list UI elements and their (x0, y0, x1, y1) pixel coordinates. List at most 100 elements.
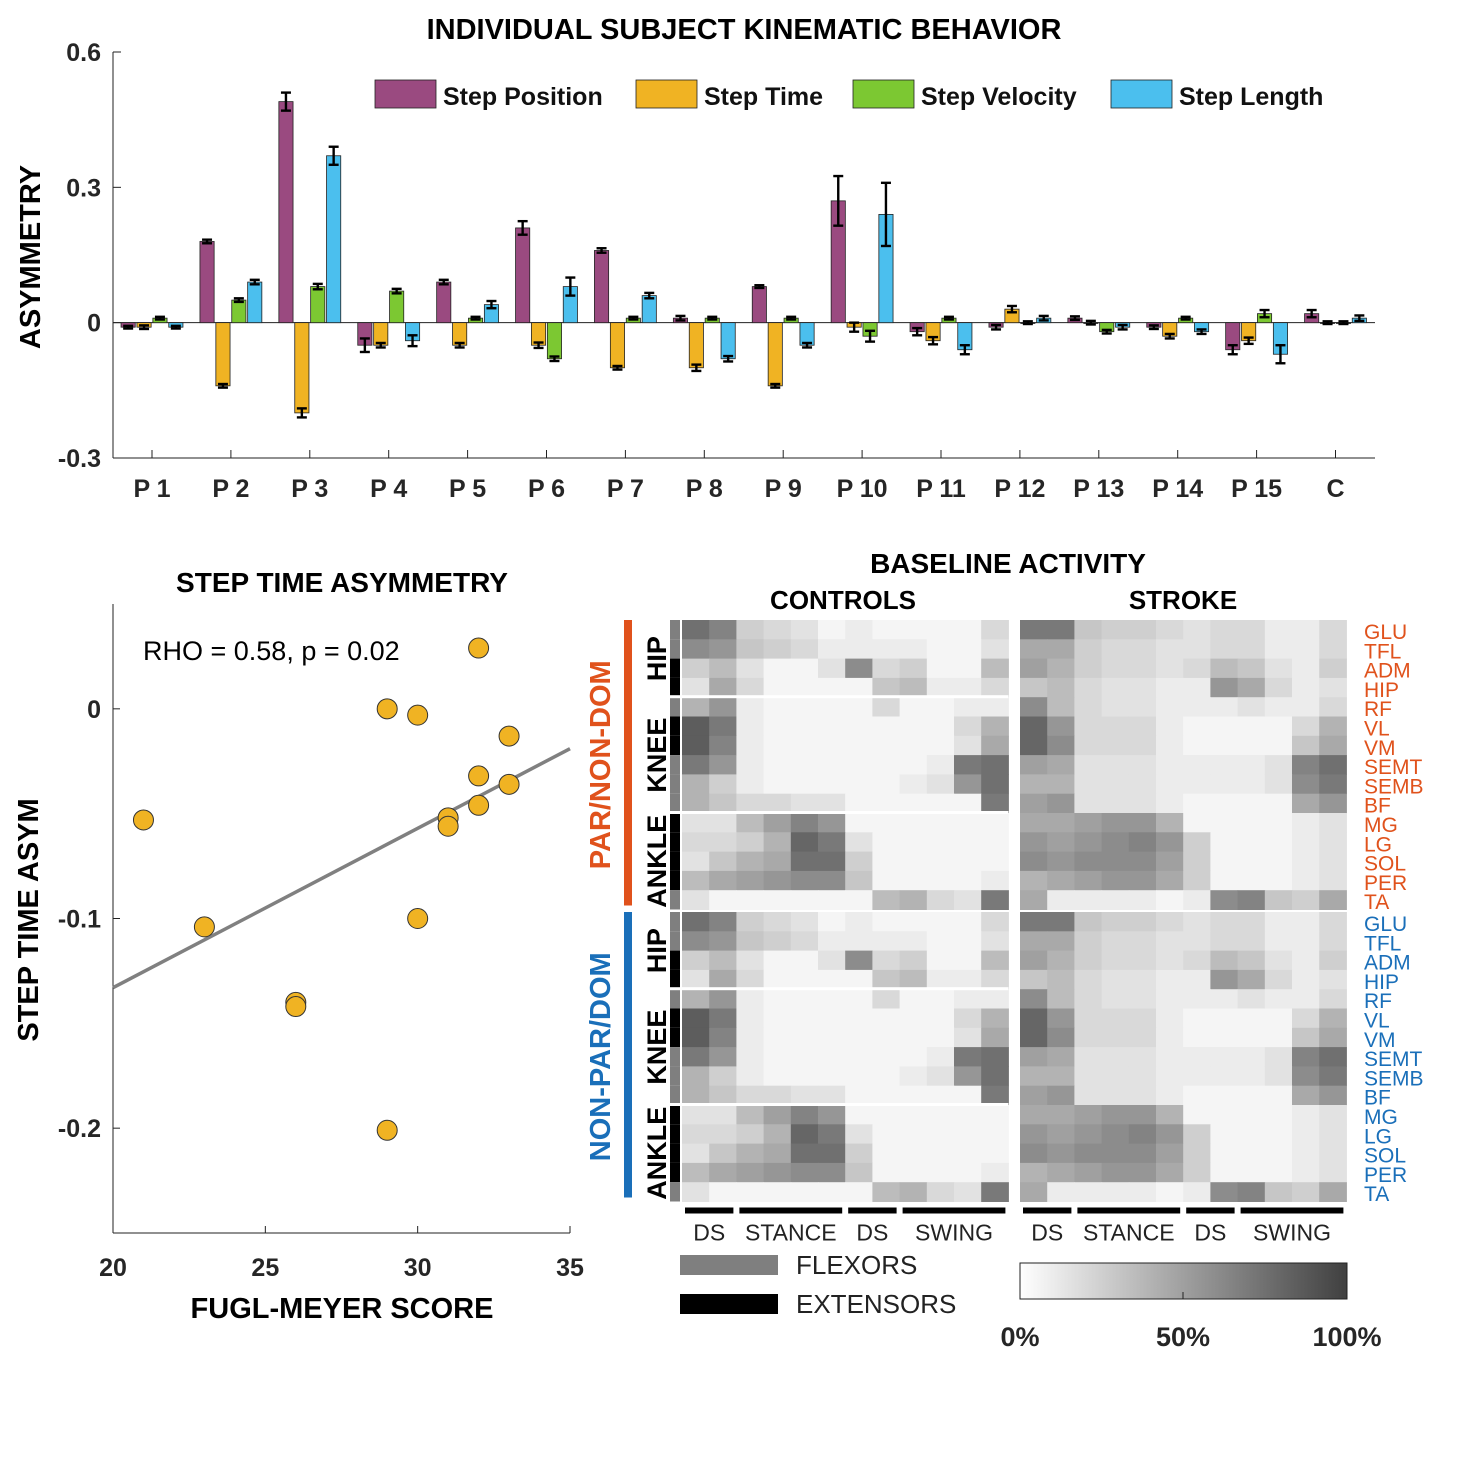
heatmap-cell (1264, 1066, 1293, 1087)
heatmap-cell (682, 735, 710, 756)
heatmap-cell (1319, 832, 1347, 853)
nonparetic-group-bar (624, 912, 632, 1198)
heatmap-cell (1074, 950, 1103, 971)
heatmap-cell (1156, 620, 1184, 640)
heatmap-cell (1292, 716, 1320, 737)
heatmap-cell (1128, 735, 1157, 756)
heatmap-cell (790, 1066, 819, 1087)
muscle-type-bar (670, 755, 680, 775)
heatmap-cell (709, 658, 737, 679)
heatmap-cell (1128, 1008, 1157, 1029)
heatmap-cell (1047, 1105, 1075, 1125)
heatmap-cell (981, 989, 1009, 1009)
heatmap-cell (926, 989, 955, 1009)
heatmap-cell (872, 969, 901, 990)
heatmap-cell (709, 890, 737, 910)
bar (609, 322, 625, 369)
heatmap-cell (1128, 1085, 1157, 1106)
heatmap-cell (1020, 931, 1048, 952)
heatmap-cell (1292, 1162, 1320, 1183)
legend-label: Step Velocity (921, 83, 1077, 111)
heatmap-cell (1074, 1047, 1103, 1067)
heatmap-cell (954, 1105, 982, 1125)
heatmap-cell (1101, 832, 1130, 853)
heatmap-cell (763, 620, 792, 640)
heatmap-cell (926, 1105, 955, 1125)
scatter-point (468, 765, 490, 787)
heatmap-cell (954, 890, 982, 910)
scatter-point (132, 809, 154, 831)
heatmap-cell (1264, 813, 1293, 833)
heatmap-cell (1128, 793, 1157, 814)
heatmap-cell (1074, 716, 1103, 737)
heatmap-cell (899, 658, 928, 679)
heatmap-cell (682, 697, 710, 717)
heatmap-cell (1183, 931, 1211, 952)
heatmap-cell (1074, 912, 1103, 932)
heatmap-cell (981, 1085, 1009, 1106)
heatmap-cell (1210, 1182, 1239, 1202)
heatmap-cell (1074, 677, 1103, 698)
heatmap-cell (1237, 1047, 1266, 1067)
muscle-type-bar (670, 1162, 680, 1183)
heatmap-cell (1074, 1162, 1103, 1183)
muscle-label: MG (1364, 814, 1398, 837)
heatmap-cell (736, 793, 765, 814)
heatmap-cell (954, 1027, 982, 1048)
heatmap-cell (1237, 735, 1266, 756)
phase-label: SWING (915, 1220, 993, 1246)
heatmap-cell (763, 1047, 792, 1067)
heatmap-cell (1020, 989, 1048, 1009)
heatmap-cell (790, 1143, 819, 1164)
heatmap-cell (981, 1105, 1009, 1125)
bar-chart: INDIVIDUAL SUBJECT KINEMATIC BEHAVIOR AS… (15, 14, 1375, 503)
heatmap-cell (1020, 793, 1048, 814)
heatmap-cell (1183, 890, 1211, 910)
heatmap-cell (1237, 890, 1266, 910)
heatmap-cell (709, 1105, 737, 1125)
muscle-type-bar (670, 931, 680, 951)
heatmap-cell (1264, 677, 1293, 698)
heatmap-cell (1210, 658, 1239, 679)
heatmap-cell (1183, 1162, 1211, 1183)
heatmap-cell (899, 1066, 928, 1087)
heatmap-cell (682, 870, 710, 891)
heatmap-cell (790, 870, 819, 891)
heatmap-cell (926, 1182, 955, 1202)
heatmap-cell (899, 716, 928, 737)
heatmap-cell (1319, 890, 1347, 910)
heatmap-cell (1264, 851, 1293, 872)
heatmap-cell (736, 1047, 765, 1067)
heatmap-cell (1020, 1047, 1048, 1067)
heatmap-cell (926, 1124, 955, 1145)
heatmap-cell (1237, 639, 1266, 660)
heatmap-cell (709, 1066, 737, 1087)
heatmap-cell (981, 912, 1009, 932)
heatmap-cell (899, 1085, 928, 1106)
heatmap-cell (1101, 1105, 1130, 1125)
scatter-annotation: RHO = 0.58, p = 0.02 (143, 636, 400, 666)
heatmap-cell (790, 697, 819, 717)
heatmap-cell (763, 1027, 792, 1048)
heatmap-cell (845, 1162, 873, 1183)
heatmap-cell (1183, 1105, 1211, 1125)
heatmap-cell (926, 1027, 955, 1048)
heatmap-cell (845, 890, 873, 910)
heatmap-cell (1156, 735, 1184, 756)
x-tick-label: P 2 (212, 475, 249, 503)
scatter-point (468, 637, 490, 659)
heatmap-cell (872, 1182, 901, 1202)
heatmap-cell (926, 813, 955, 833)
muscle-label: RF (1364, 698, 1392, 721)
heatmap-cell (1020, 1143, 1048, 1164)
heatmap-cell (709, 851, 737, 872)
heatmap-cell (682, 620, 710, 640)
heatmap-cell (1101, 890, 1130, 910)
heatmap-cell (1047, 716, 1075, 737)
bar (310, 286, 326, 324)
heatmap-cell (954, 851, 982, 872)
muscle-label: SEMT (1364, 1048, 1423, 1071)
heatmap-cell (845, 931, 873, 952)
heatmap-cell (1210, 912, 1239, 932)
row-separator (670, 1103, 1009, 1106)
